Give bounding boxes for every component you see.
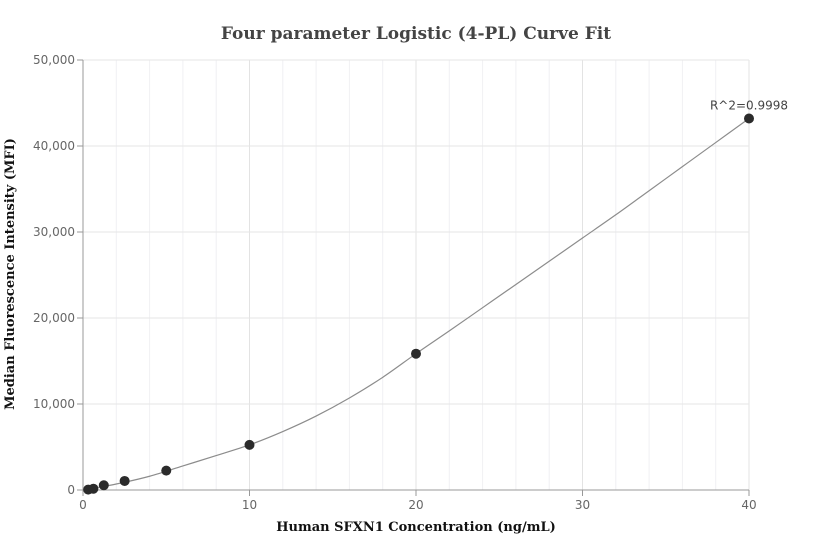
data-point (411, 348, 421, 359)
x-tick-label: 0 (79, 498, 87, 512)
y-axis-title: Median Fluorescence Intensity (MFI) (3, 138, 18, 410)
data-point (88, 483, 99, 494)
x-tick-label: 20 (408, 498, 423, 512)
data-points (83, 113, 754, 495)
data-point (161, 465, 172, 476)
data-point (244, 439, 255, 450)
data-point (98, 480, 109, 491)
data-point (119, 475, 130, 486)
chart-title: Four parameter Logistic (4-PL) Curve Fit (221, 24, 611, 44)
y-tick-label: 10,000 (33, 397, 75, 411)
y-tick-label: 20,000 (33, 311, 75, 325)
y-tick-label: 30,000 (33, 225, 75, 239)
r-squared-annotation: R^2=0.9998 (710, 98, 788, 112)
axes: 0 10,000 20,000 30,000 40,000 50,000 0 10 20 30 40 (33, 53, 757, 512)
data-point (744, 113, 754, 124)
x-axis-title: Human SFXN1 Concentration (ng/mL) (276, 520, 556, 535)
grid-lines (83, 59, 750, 490)
x-tick-label: 10 (242, 498, 257, 512)
x-tick-label: 30 (575, 498, 590, 512)
y-tick-label: 50,000 (33, 53, 75, 67)
y-tick-label: 0 (67, 483, 75, 497)
x-tick-label: 40 (741, 498, 756, 512)
y-tick-label: 40,000 (33, 139, 75, 153)
